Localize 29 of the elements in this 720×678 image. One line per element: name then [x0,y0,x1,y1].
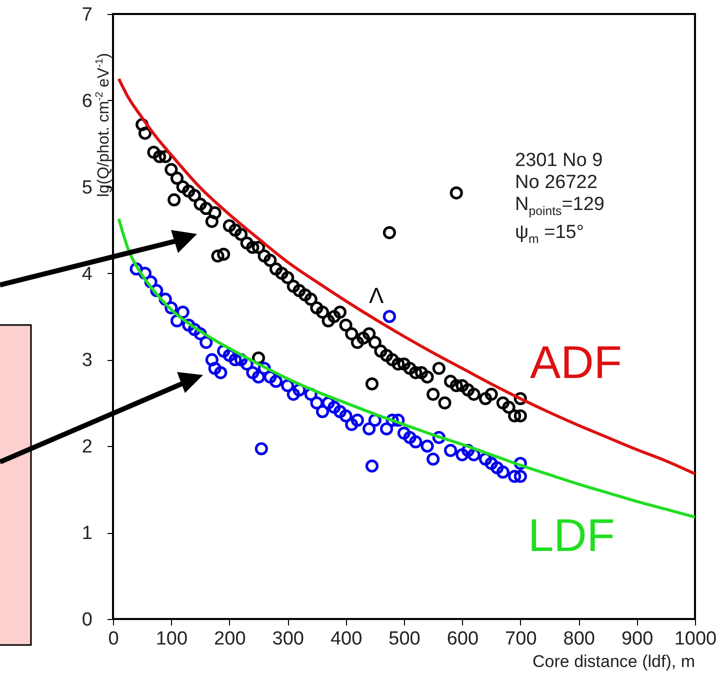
line-series [117,217,695,519]
line-series [117,77,695,476]
annotation: ψ$_{m}$ =15° [515,222,584,246]
annotation: N$_{points}$=129 [515,194,604,218]
annotation: Λ [369,283,384,309]
x-tick-label: 1000 [674,628,717,650]
y-tick-label: 3 [82,350,92,372]
y-tick-label: 1 [82,523,92,544]
x-tick-label: 100 [156,628,188,650]
x-tick-label: 800 [563,628,595,650]
x-tick-label: 700 [505,628,537,650]
x-tick-label: 600 [446,628,479,650]
series-label: LDF [528,508,615,562]
y-tick-label: 6 [82,90,92,112]
x-tick-label: 300 [272,628,304,650]
y-tick-label: 7 [82,4,92,26]
annotation: 2301 No 9 [515,150,603,171]
x-tick-label: 500 [388,628,420,650]
x-tick-label: 400 [330,628,362,650]
y-tick-label: 5 [82,177,92,198]
x-tick-label: 200 [214,628,246,650]
x-tick-label: 900 [621,628,654,650]
x-tick-label: 0 [108,628,119,650]
x-axis-title: Core distance (ldf), m [532,652,695,672]
y-tick-label: 0 [82,610,92,630]
y-tick-label: 2 [82,436,92,458]
annotation: No 26722 [515,172,598,193]
y-tick-label: 4 [82,264,93,285]
series-label: ADF [530,335,622,389]
